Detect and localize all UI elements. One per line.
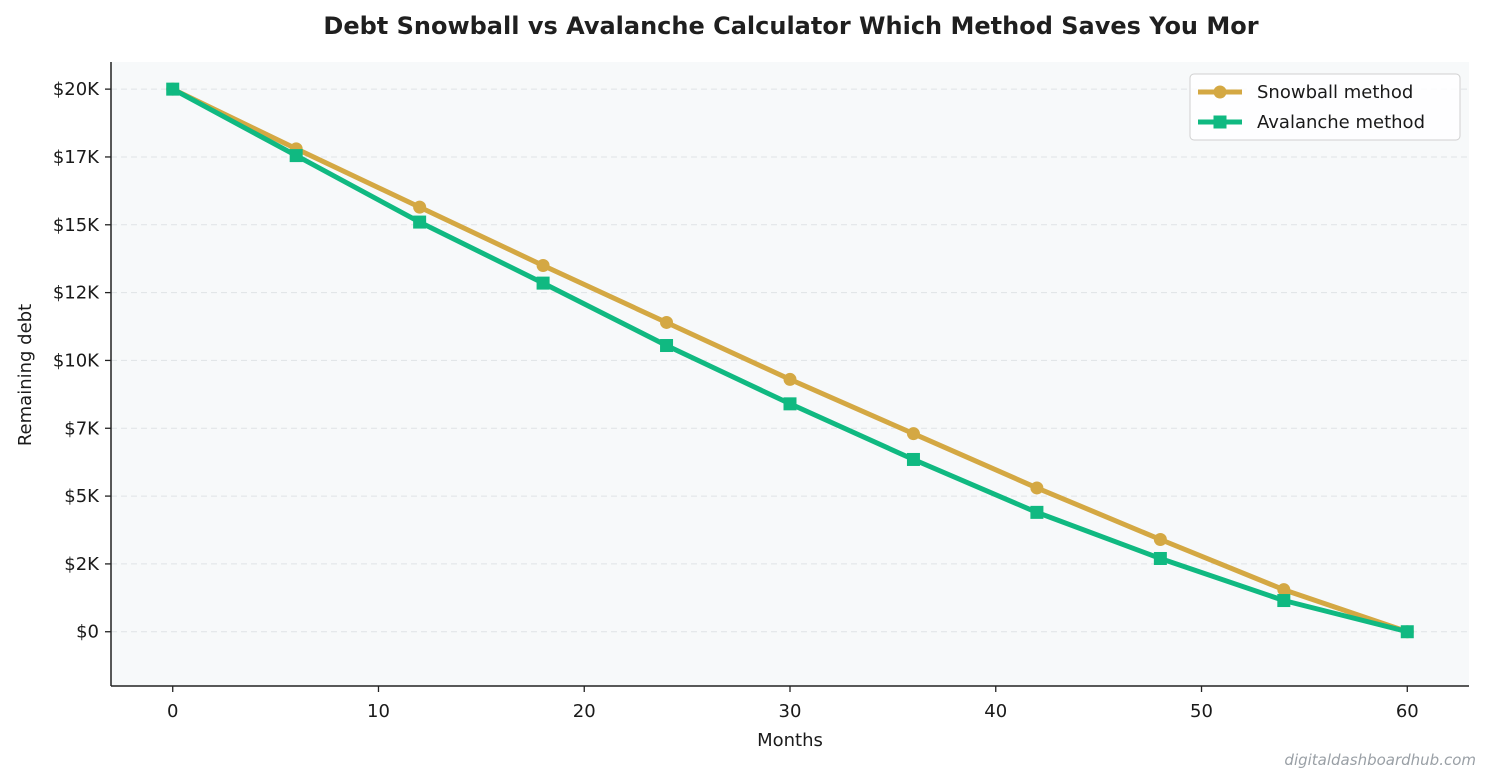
y-tick-label: $5K <box>64 486 100 507</box>
y-tick-label: $15K <box>53 215 100 236</box>
data-point <box>1030 481 1044 495</box>
x-tick-label: 30 <box>779 701 802 722</box>
y-tick-label: $7K <box>64 418 100 439</box>
series-snowball-method <box>166 82 1414 639</box>
y-axis-ticks: $0 $2K $5K $7K $10K $12K $15K $17K $20K <box>53 79 111 643</box>
data-point <box>413 215 427 229</box>
data-point <box>536 258 550 272</box>
data-point <box>413 200 427 214</box>
legend-marker <box>1213 115 1227 129</box>
y-axis-label: Remaining debt <box>15 304 36 446</box>
x-tick-label: 60 <box>1396 701 1419 722</box>
watermark: digitaldashboardhub.com <box>1284 751 1476 769</box>
data-point <box>906 452 920 466</box>
x-axis-ticks: 0 10 20 30 40 50 60 <box>167 686 1419 722</box>
data-point <box>783 397 797 411</box>
legend-item: Snowball method <box>1198 82 1413 103</box>
x-tick-label: 10 <box>367 701 390 722</box>
y-tick-label: $12K <box>53 283 100 304</box>
y-tick-label: $0 <box>76 622 99 643</box>
data-point <box>1030 505 1044 519</box>
data-point <box>906 427 920 441</box>
data-point <box>289 149 303 163</box>
data-point <box>1277 583 1291 597</box>
series-avalanche-method <box>166 82 1414 639</box>
data-point <box>166 82 180 96</box>
data-point <box>1277 594 1291 608</box>
data-point <box>1400 625 1414 639</box>
x-tick-label: 50 <box>1190 701 1213 722</box>
x-tick-label: 40 <box>984 701 1007 722</box>
legend-box <box>1189 73 1461 141</box>
legend: Snowball method Avalanche method <box>1189 73 1461 141</box>
data-point <box>783 372 797 386</box>
legend-label: Avalanche method <box>1257 112 1425 133</box>
legend-label: Snowball method <box>1257 82 1413 103</box>
y-tick-label: $20K <box>53 79 100 100</box>
data-point <box>1153 532 1167 546</box>
x-tick-label: 20 <box>573 701 596 722</box>
series-layer <box>166 82 1414 639</box>
data-point <box>536 276 550 290</box>
legend-marker <box>1213 85 1227 99</box>
legend-item: Avalanche method <box>1198 112 1425 133</box>
y-tick-label: $10K <box>53 350 100 371</box>
data-point <box>660 339 674 353</box>
y-tick-label: $17K <box>53 147 100 168</box>
x-tick-label: 0 <box>167 701 178 722</box>
y-tick-label: $2K <box>64 554 100 575</box>
data-point <box>660 315 674 329</box>
chart-title: Debt Snowball vs Avalanche Calculator Wh… <box>323 12 1258 40</box>
data-point <box>1153 551 1167 565</box>
x-axis-label: Months <box>757 730 823 751</box>
